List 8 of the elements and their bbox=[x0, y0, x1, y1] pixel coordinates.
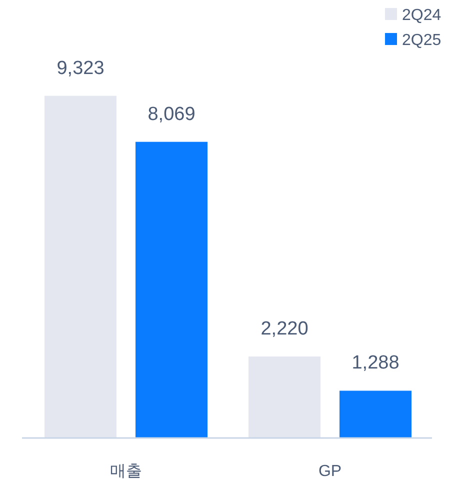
data-label: 1,288 bbox=[352, 352, 400, 374]
x-tick-label: GP bbox=[318, 463, 342, 480]
data-label: 2,220 bbox=[260, 318, 308, 340]
legend-label: 2Q24 bbox=[402, 7, 442, 24]
x-tick-label: 매출 bbox=[110, 463, 142, 480]
legend-label: 2Q25 bbox=[402, 32, 442, 49]
data-label: 8,069 bbox=[148, 104, 196, 125]
data-label: 9,323 bbox=[56, 58, 104, 79]
